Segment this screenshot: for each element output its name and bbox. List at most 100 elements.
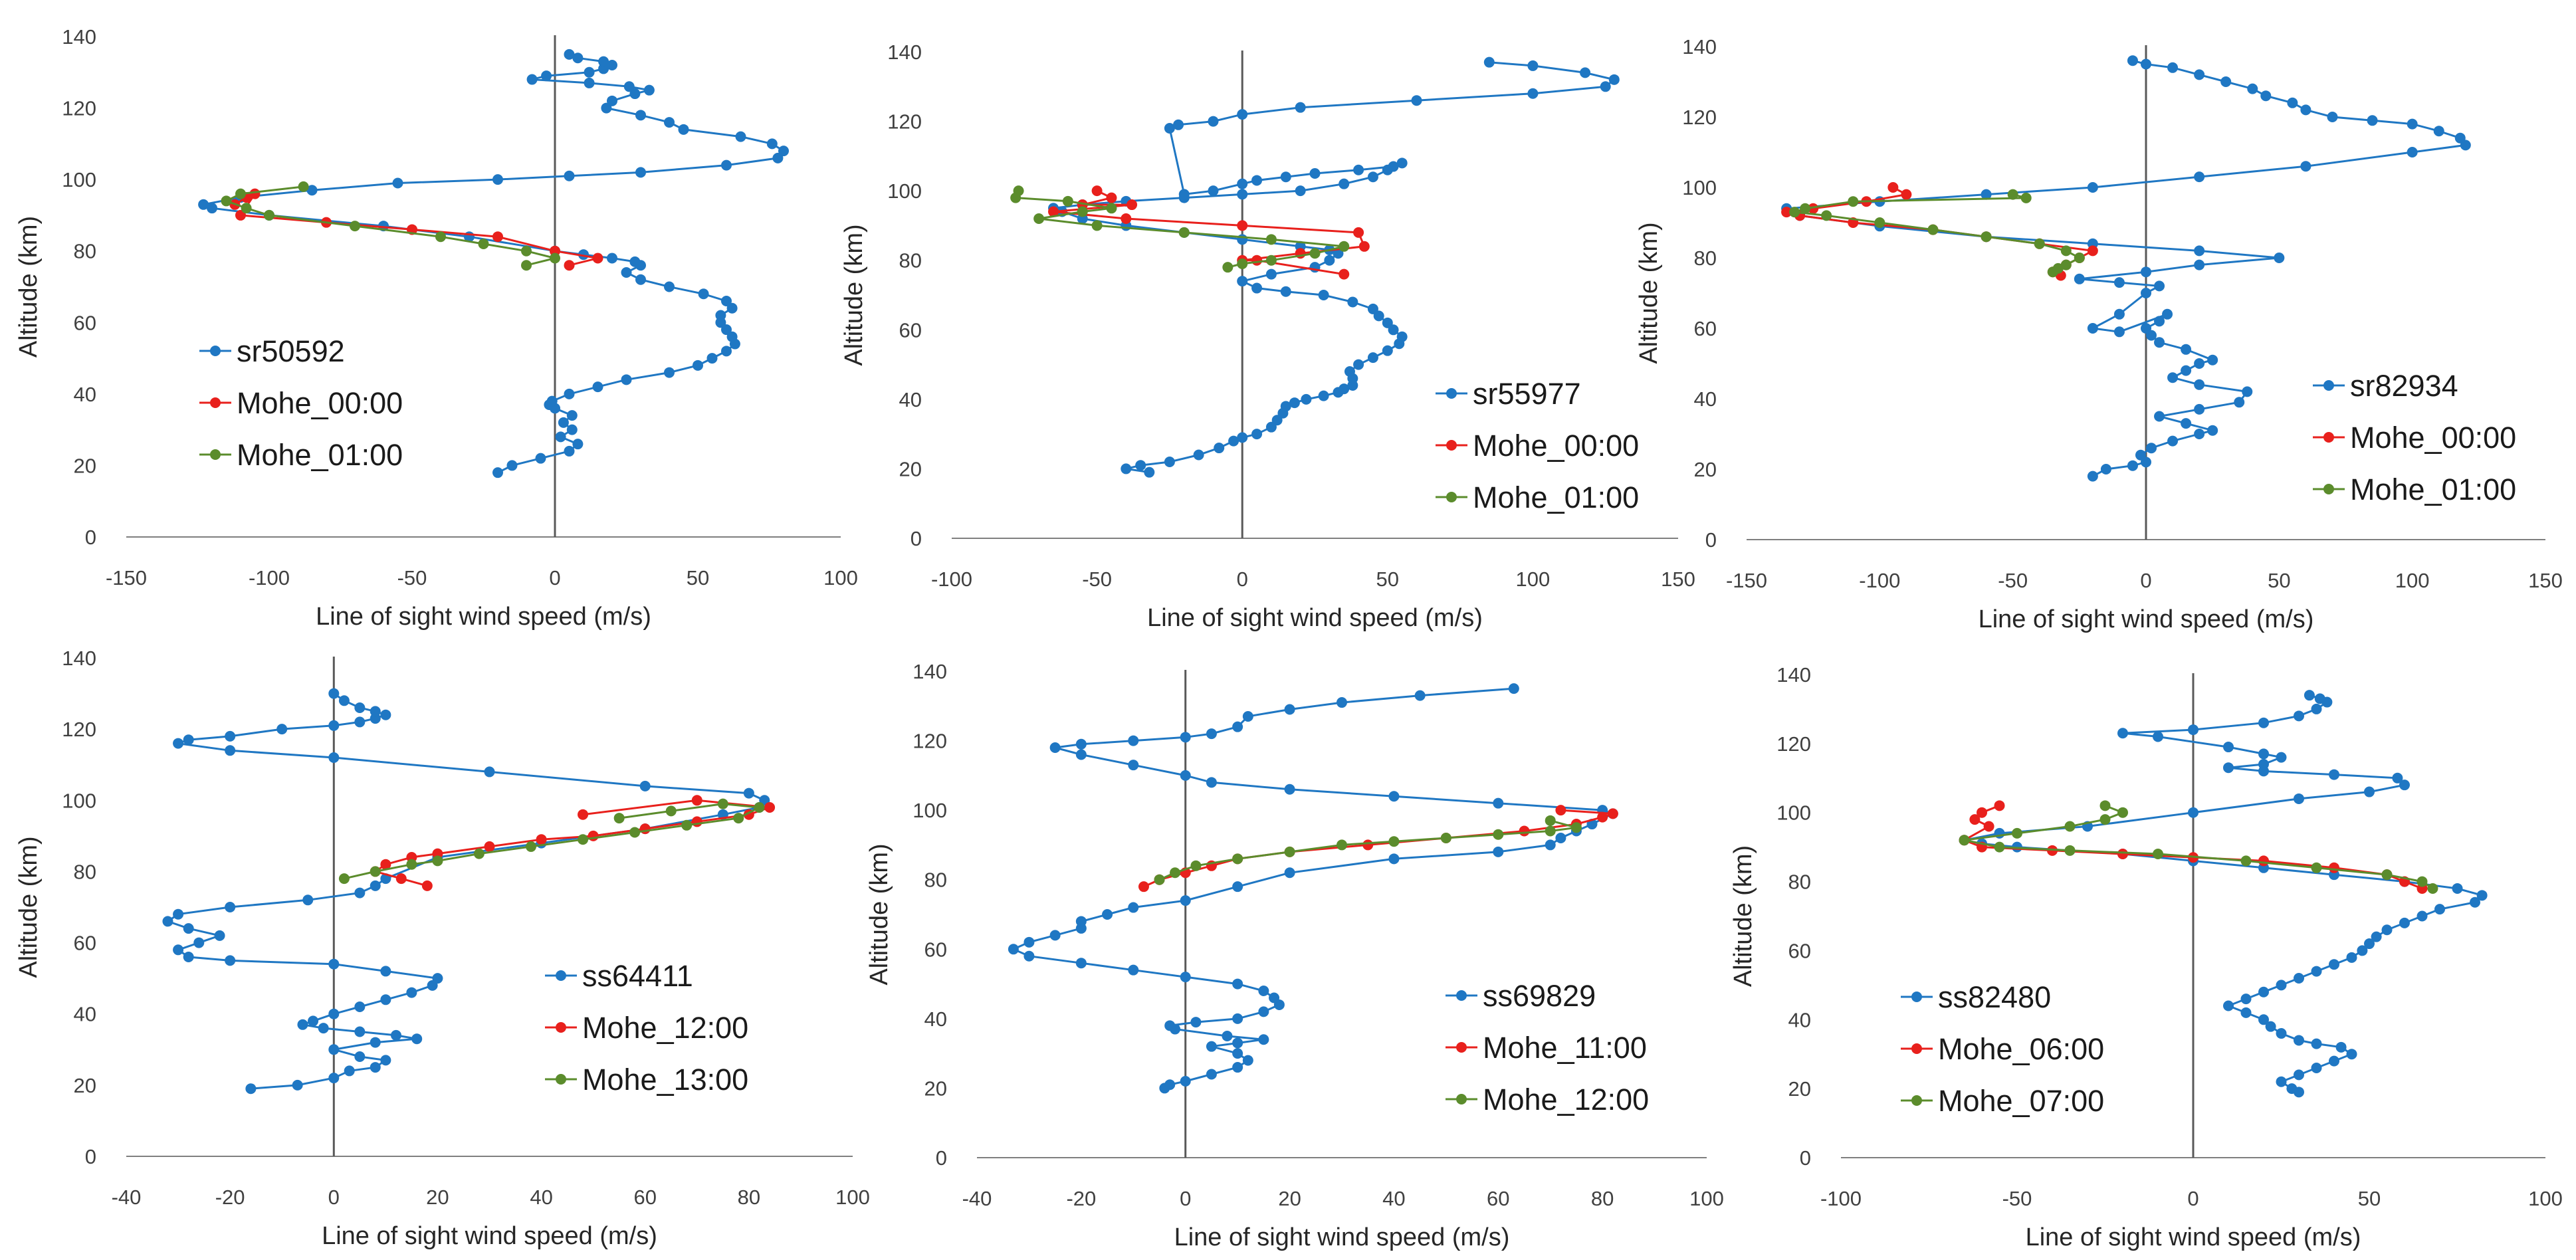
x-tick-label: 80 [1591, 1187, 1614, 1210]
data-point [564, 445, 575, 457]
data-point [2304, 690, 2315, 701]
x-tick-label: 60 [633, 1186, 656, 1209]
data-point [1242, 710, 1253, 722]
data-point [1789, 207, 1800, 218]
data-point [354, 716, 366, 728]
legend: sr50592 Mohe_00:00 Mohe_01:00 [199, 334, 403, 472]
data-point [2416, 910, 2428, 922]
data-point [292, 1079, 303, 1091]
data-point [1190, 860, 1202, 871]
series-ss64411 [162, 688, 770, 1095]
data-point [2060, 259, 2072, 270]
data-point [2167, 372, 2179, 383]
data-point [2117, 728, 2128, 739]
legend: ss82480 Mohe_06:00 Mohe_07:00 [1901, 980, 2104, 1118]
data-point [564, 170, 575, 181]
data-point [1128, 760, 1139, 771]
data-point [1508, 683, 1519, 694]
data-point [308, 1015, 319, 1027]
data-point [607, 95, 617, 106]
series-Mohe_12:00 [1154, 815, 1582, 885]
data-point [764, 802, 776, 813]
x-tick-label: -50 [1082, 568, 1112, 591]
data-point [2335, 1041, 2347, 1053]
data-point [521, 260, 532, 271]
series-Mohe_00:00 [1048, 185, 1370, 280]
data-point [370, 706, 381, 717]
data-point [766, 138, 778, 150]
legend-label: Mohe_01:00 [237, 438, 403, 472]
data-point [541, 70, 552, 82]
data-point [2087, 323, 2098, 334]
data-point [2167, 62, 2179, 73]
data-point [1388, 791, 1400, 802]
data-point [2188, 724, 2199, 736]
data-point [1265, 421, 1277, 433]
series-Mohe_01:00 [1789, 189, 2085, 278]
data-point [198, 199, 209, 210]
data-point [1483, 56, 1495, 68]
x-axis-title: Line of sight wind speed (m/s) [1147, 604, 1483, 632]
data-point [536, 834, 547, 845]
data-point [1049, 742, 1061, 754]
data-point [2223, 762, 2234, 774]
y-tick-label: 60 [1694, 317, 1717, 340]
legend-label: Mohe_12:00 [582, 1011, 748, 1045]
series-line [1011, 687, 1616, 1089]
data-point [1222, 262, 1234, 273]
data-point [1237, 276, 1248, 287]
x-tick-label: 0 [2140, 569, 2151, 592]
data-point [1106, 192, 1117, 203]
data-point [1597, 811, 1608, 823]
data-point [1180, 770, 1191, 781]
data-point [1318, 390, 1329, 401]
x-tick-label: -40 [112, 1186, 142, 1209]
y-tick-label: 40 [74, 1003, 96, 1026]
legend: ss64411 Mohe_12:00 Mohe_13:00 [545, 959, 748, 1097]
data-point [2329, 959, 2339, 970]
x-axis-title: Line of sight wind speed (m/s) [1979, 605, 2314, 633]
series-ss82480 [1959, 690, 2488, 1098]
data-point [1062, 195, 1073, 207]
x-tick-label: -20 [215, 1186, 245, 1209]
data-point [1232, 1048, 1243, 1059]
data-point [193, 937, 205, 948]
series-line [373, 799, 770, 887]
data-point [2276, 1028, 2287, 1039]
x-tick-label: 40 [530, 1186, 552, 1209]
data-point [1353, 164, 1364, 175]
data-point [2327, 112, 2338, 122]
data-point [1237, 109, 1248, 120]
data-point [1969, 814, 1981, 825]
y-tick-label: 20 [74, 1074, 96, 1097]
data-point [726, 331, 738, 342]
data-point [1237, 432, 1248, 443]
data-point [2074, 273, 2085, 284]
data-point [435, 231, 446, 243]
y-tick-label: 100 [62, 168, 96, 191]
data-point [550, 253, 560, 264]
data-point [1981, 231, 1992, 243]
data-point [1545, 839, 1556, 851]
y-tick-label: 140 [1776, 663, 1811, 686]
series-Mohe_00:00 [229, 188, 603, 271]
data-point [1324, 255, 1335, 266]
legend-marker [1456, 990, 1467, 1001]
data-point [2294, 1069, 2304, 1081]
data-point [1414, 690, 1426, 701]
x-tick-label: 60 [1487, 1187, 1509, 1210]
legend-marker [1911, 1043, 1922, 1054]
data-point [1128, 735, 1139, 746]
data-point [525, 841, 536, 852]
data-point [2287, 97, 2298, 108]
data-point [629, 88, 641, 100]
data-point [2276, 1076, 2287, 1087]
data-point [421, 880, 433, 891]
data-point [1382, 345, 1393, 356]
data-point [380, 966, 391, 977]
y-tick-label: 140 [887, 41, 922, 64]
data-point [173, 908, 184, 920]
data-point [1994, 841, 2005, 853]
data-point [328, 958, 340, 970]
data-point [558, 417, 569, 428]
